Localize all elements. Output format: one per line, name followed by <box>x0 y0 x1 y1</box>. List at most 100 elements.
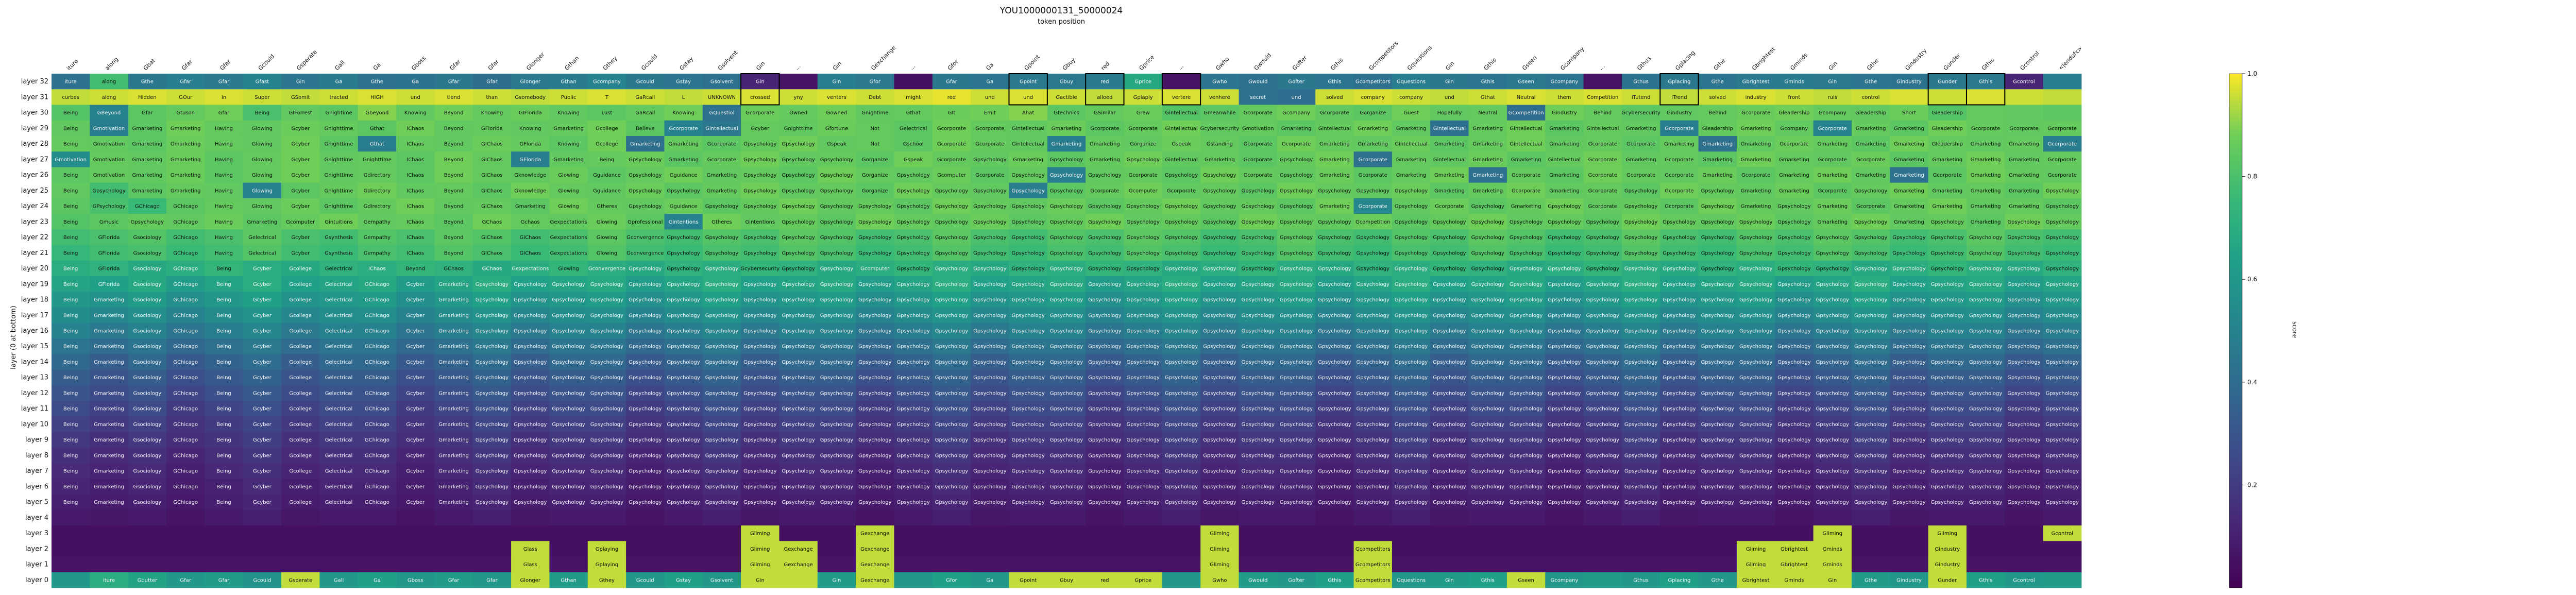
cell-label: Being <box>63 469 78 474</box>
heatmap-cell <box>626 260 665 277</box>
cell-label: Gpsychology <box>590 375 623 381</box>
cell-label: company <box>1361 95 1385 100</box>
cell-label: venhere <box>1209 95 1230 100</box>
cell-label: Gpsychology <box>973 219 1006 225</box>
cell-label: Gfast <box>256 79 269 85</box>
cell-label: Gpsychology <box>743 406 776 412</box>
cell-label: Gcyber <box>291 250 310 256</box>
heatmap-cell <box>626 525 665 541</box>
cell-label: Gexpectations <box>550 250 587 256</box>
heatmap-cell <box>817 74 856 90</box>
heatmap-cell <box>894 120 933 137</box>
cell-label: Having <box>215 157 233 163</box>
cell-label: Gpsychology <box>1433 250 1466 256</box>
cell-label: Gpsychology <box>1892 453 1925 458</box>
heatmap-cell <box>894 541 933 557</box>
heatmap-cell <box>434 167 473 183</box>
heatmap-cell <box>1315 214 1354 230</box>
heatmap-cell <box>626 182 665 199</box>
heatmap-cell <box>894 509 933 526</box>
cell-label: Gcorporate <box>1933 173 1962 178</box>
cell-label: Gpsychology <box>1548 484 1581 490</box>
cell-label: Gelectrical <box>900 126 927 131</box>
cell-label: Gpsychology <box>896 219 929 225</box>
cell-label: Gpsychology <box>1892 406 1925 412</box>
cell-label: Gpsychology <box>896 297 929 303</box>
cell-label: Gpsychology <box>1701 360 1734 365</box>
heatmap-cell <box>702 229 741 246</box>
cell-label: Gpsychology <box>1892 375 1925 381</box>
heatmap-cell <box>626 292 665 308</box>
cell-label: Gpsychology <box>782 313 815 318</box>
cell-label: Gorganize <box>1130 142 1156 147</box>
cell-label: Gpsychology <box>1777 422 1810 428</box>
cell-label: Gpsychology <box>667 188 700 194</box>
heatmap-cell <box>1009 167 1048 183</box>
heatmap-cell <box>281 198 320 214</box>
heatmap-cell <box>90 167 129 183</box>
heatmap-cell <box>1660 74 1699 90</box>
cell-label: Gpsychology <box>1242 235 1275 241</box>
cell-label: Gcorporate <box>975 126 1004 131</box>
cell-label: Gpsychology <box>552 313 585 318</box>
cell-label: Gmarketing <box>1856 126 1886 131</box>
cell-label: Gpsychology <box>1892 329 1925 334</box>
cell-label: Gcyber <box>253 360 272 365</box>
cell-label: Gpsychology <box>1011 173 1044 178</box>
heatmap-cell <box>243 214 282 230</box>
cell-label: Gpsychology <box>1088 313 1121 318</box>
cell-label: Gprofessional <box>628 219 663 225</box>
cell-label: Gpsychology <box>820 219 853 225</box>
cell-label: Gcorporate <box>2048 173 2077 178</box>
cell-label: Gpsychology <box>1816 360 1849 365</box>
cell-label: Gpsychology <box>1011 500 1044 505</box>
cell-label: GChaos <box>444 266 464 272</box>
cell-label: Gminds <box>1784 577 1804 583</box>
cell-label: Gcyber <box>253 500 272 505</box>
cell-label: Gunder <box>1938 79 1957 85</box>
heatmap-cell <box>856 307 894 324</box>
heatmap-cell <box>1124 105 1163 121</box>
cell-label: Gpsychology <box>1280 173 1313 178</box>
heatmap-cell <box>1277 182 1316 199</box>
cell-label: Gmarketing <box>1319 142 1350 147</box>
cell-label: Being <box>216 406 231 412</box>
heatmap-cell <box>549 276 588 292</box>
heatmap-cell <box>1124 276 1163 292</box>
cell-label: Gpsychology <box>1471 375 1504 381</box>
heatmap-cell <box>396 105 435 121</box>
cell-label: Gnightime <box>861 110 888 116</box>
heatmap-cell <box>243 276 282 292</box>
cell-label: Being <box>63 250 78 256</box>
heatmap-cell <box>1851 105 1890 121</box>
cell-label: Gpsychology <box>1816 235 1849 241</box>
cell-label: Gmarketing <box>132 188 162 194</box>
cell-label: iTutend <box>1632 95 1650 100</box>
cell-label: Gpsychology <box>896 173 929 178</box>
cell-label: Gpsychology <box>2046 313 2079 318</box>
heatmap-cell <box>702 509 741 526</box>
cell-label: Gfar <box>486 79 498 85</box>
cell-label: Gmarketing <box>1664 142 1694 147</box>
cell-label: Gstay <box>676 79 691 85</box>
cell-label: Gpsychology <box>1088 282 1121 287</box>
heatmap-cell <box>1698 509 1737 526</box>
heatmap-cell <box>1392 229 1431 246</box>
cell-label: Gthis <box>1979 79 1992 85</box>
cell-label: Gpsychology <box>1357 266 1389 272</box>
heatmap-cell <box>1315 525 1354 541</box>
cell-label: Gpsychology <box>1280 360 1313 365</box>
cell-label: Gpsychology <box>629 344 662 350</box>
heatmap-cell <box>205 182 244 199</box>
heatmap-cell <box>856 245 894 261</box>
cell-label: Gpsychology <box>1892 266 1925 272</box>
cell-label: Being <box>63 313 78 318</box>
cell-label: Gpsychology <box>1510 422 1543 428</box>
cell-label: Gmarketing <box>1052 126 1082 131</box>
heatmap-cell <box>1392 292 1431 308</box>
cell-label: Gpsychology <box>1969 500 2002 505</box>
cell-label: Gelectrical <box>325 375 353 381</box>
cell-label: Gthis <box>1481 79 1495 85</box>
cell-label: Gmarketing <box>1741 204 1771 210</box>
cell-label: Gpsychology <box>782 329 815 334</box>
